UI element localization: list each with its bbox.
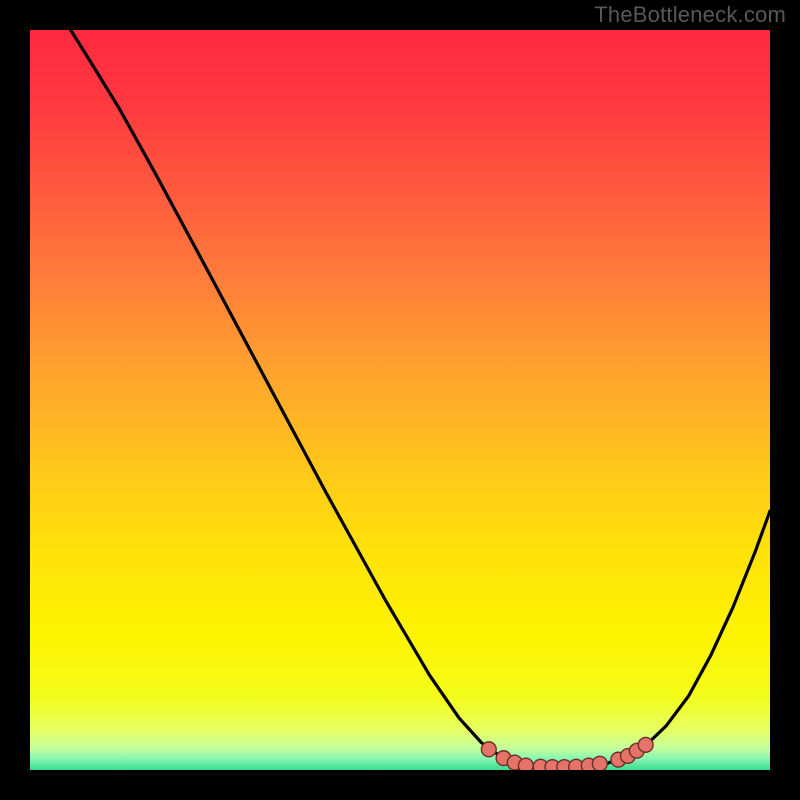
- plot-area: [30, 30, 770, 770]
- curve-path: [71, 30, 770, 767]
- marker-point: [638, 737, 653, 752]
- marker-point: [518, 758, 533, 770]
- line-chart: [30, 30, 770, 770]
- watermark-text: TheBottleneck.com: [594, 2, 786, 28]
- marker-point: [481, 742, 496, 757]
- marker-point: [592, 756, 607, 770]
- markers-group: [481, 737, 653, 770]
- chart-canvas: TheBottleneck.com: [0, 0, 800, 800]
